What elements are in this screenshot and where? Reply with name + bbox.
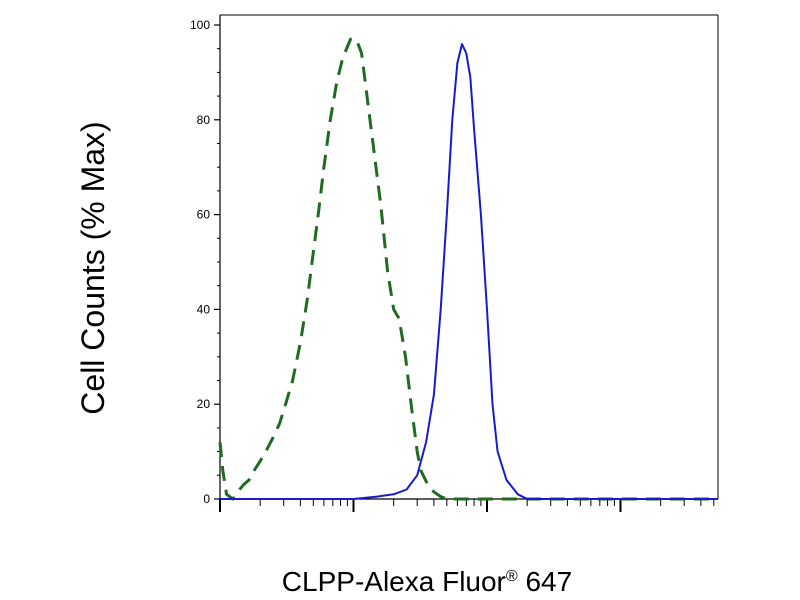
y-axis-title: Cell Counts (% Max): [75, 121, 111, 414]
y-tick-label: 0: [203, 492, 210, 506]
series-layer: [218, 37, 718, 501]
control-histogram-line: [218, 37, 718, 501]
x-axis-title: CLPP-Alexa Fluor® 647: [282, 566, 572, 597]
y-tick-label: 40: [197, 302, 211, 316]
x-axis-title-superscript: ®: [506, 568, 518, 585]
y-tick-label: 20: [197, 397, 211, 411]
sample-histogram-line: [220, 43, 718, 500]
y-tick-label: 100: [190, 18, 210, 32]
x-axis-ticks: [219, 499, 715, 512]
y-tick-label: 80: [197, 113, 211, 127]
plot-frame: [219, 14, 719, 500]
y-axis-ticks: 0 20 40 60 80 100: [190, 18, 220, 506]
y-tick-label: 60: [197, 208, 211, 222]
x-axis-title-prefix: CLPP-Alexa Fluor: [282, 566, 506, 597]
x-axis-title-suffix: 647: [518, 566, 573, 597]
